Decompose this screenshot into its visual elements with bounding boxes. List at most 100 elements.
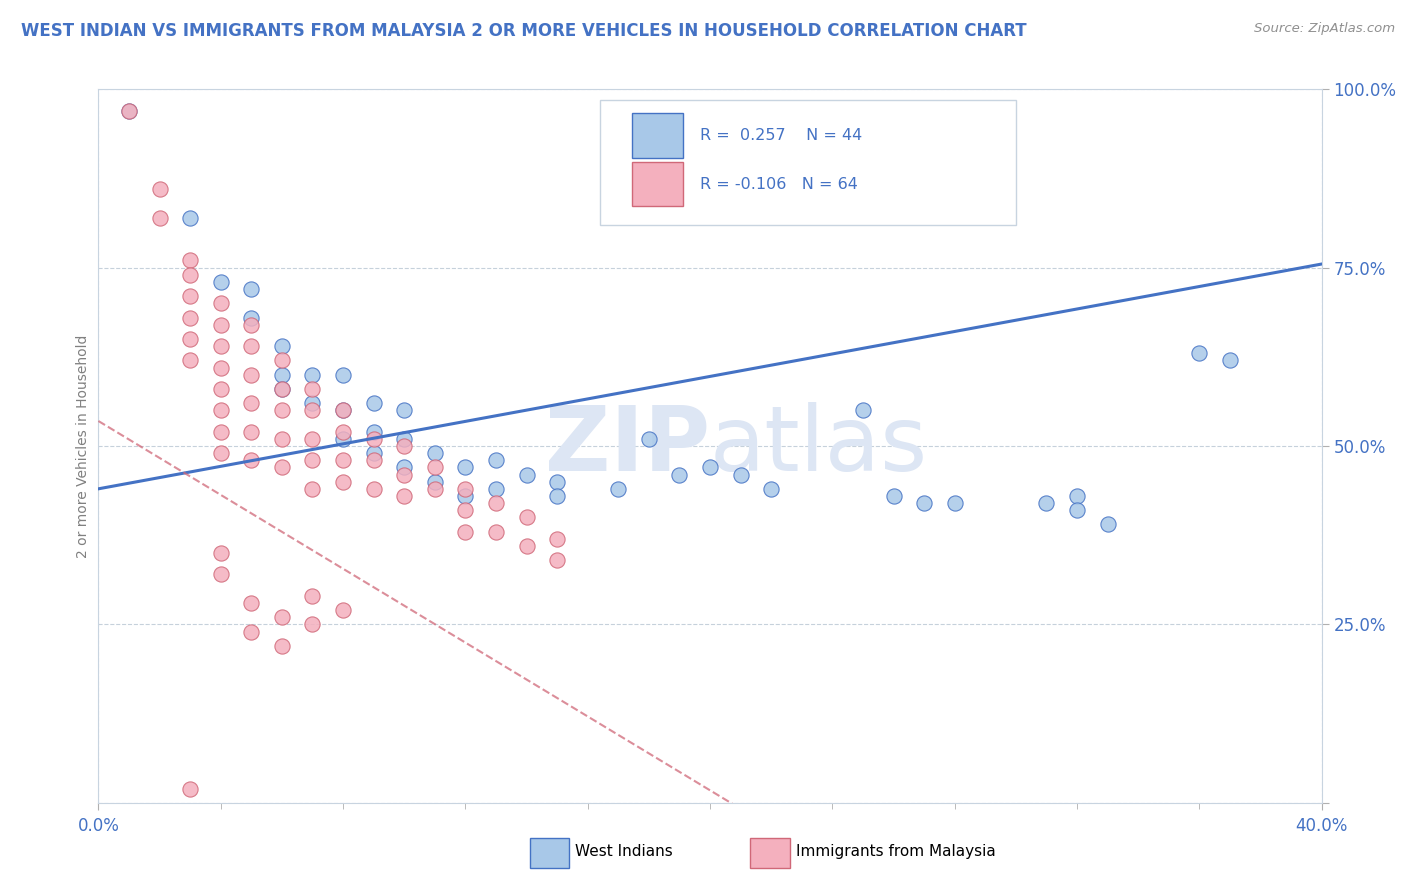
Point (1066, 489, 1088, 503)
Point (209, 382, 232, 396)
Point (363, 482, 385, 496)
Point (485, 482, 508, 496)
Text: Source: ZipAtlas.com: Source: ZipAtlas.com (1254, 22, 1395, 36)
Text: R =  0.257    N = 44: R = 0.257 N = 44 (700, 128, 862, 143)
Point (332, 432, 354, 446)
Point (118, 103, 141, 118)
Point (454, 460, 477, 475)
Point (392, 403, 416, 417)
Point (149, 211, 172, 225)
Point (270, 639, 292, 653)
Point (301, 368, 323, 382)
Point (759, 482, 782, 496)
Point (363, 446, 385, 460)
Point (852, 403, 875, 417)
Point (179, 268, 201, 282)
Point (1219, 353, 1241, 368)
Point (301, 589, 323, 603)
Point (454, 503, 477, 517)
Point (240, 282, 263, 296)
Point (454, 489, 477, 503)
Point (240, 624, 263, 639)
Text: ZIP: ZIP (546, 402, 710, 490)
Point (240, 425, 263, 439)
Y-axis label: 2 or more Vehicles in Household: 2 or more Vehicles in Household (76, 334, 90, 558)
Point (423, 482, 446, 496)
Point (392, 489, 416, 503)
Point (118, 103, 141, 118)
Point (332, 425, 354, 439)
Point (332, 403, 354, 417)
Point (363, 432, 385, 446)
Point (363, 396, 385, 410)
Point (301, 453, 323, 467)
FancyBboxPatch shape (530, 838, 569, 869)
Point (332, 603, 354, 617)
Point (363, 453, 385, 467)
Point (516, 539, 538, 553)
Point (179, 781, 201, 796)
Point (179, 253, 201, 268)
Point (209, 275, 232, 289)
Point (301, 403, 323, 417)
Text: WEST INDIAN VS IMMIGRANTS FROM MALAYSIA 2 OR MORE VEHICLES IN HOUSEHOLD CORRELAT: WEST INDIAN VS IMMIGRANTS FROM MALAYSIA … (21, 22, 1026, 40)
Point (209, 403, 232, 417)
Point (730, 467, 752, 482)
Point (240, 318, 263, 332)
Point (546, 489, 568, 503)
Point (240, 310, 263, 325)
Point (423, 460, 446, 475)
Point (607, 482, 630, 496)
Point (179, 211, 201, 225)
Point (270, 382, 292, 396)
Point (209, 296, 232, 310)
Point (179, 353, 201, 368)
Point (149, 182, 172, 196)
Point (301, 482, 323, 496)
Text: atlas: atlas (710, 402, 928, 490)
FancyBboxPatch shape (751, 838, 790, 869)
Point (699, 460, 721, 475)
Point (454, 524, 477, 539)
Point (1035, 496, 1057, 510)
Point (423, 475, 446, 489)
Point (1188, 346, 1211, 360)
Point (546, 475, 568, 489)
Point (546, 532, 568, 546)
Point (209, 546, 232, 560)
Point (240, 396, 263, 410)
Point (270, 382, 292, 396)
Point (270, 339, 292, 353)
Point (883, 489, 905, 503)
Point (516, 510, 538, 524)
Point (270, 403, 292, 417)
Text: West Indians: West Indians (575, 844, 673, 859)
FancyBboxPatch shape (631, 113, 683, 158)
Point (209, 318, 232, 332)
Point (516, 467, 538, 482)
Point (179, 332, 201, 346)
Point (485, 453, 508, 467)
Point (485, 524, 508, 539)
Point (332, 475, 354, 489)
Point (209, 425, 232, 439)
Point (179, 289, 201, 303)
Point (943, 496, 966, 510)
Point (179, 310, 201, 325)
Point (668, 467, 690, 482)
Point (546, 553, 568, 567)
Point (301, 617, 323, 632)
Point (332, 453, 354, 467)
Point (301, 432, 323, 446)
Point (209, 360, 232, 375)
Point (363, 425, 385, 439)
Point (240, 453, 263, 467)
Point (209, 339, 232, 353)
Point (485, 496, 508, 510)
Point (912, 496, 935, 510)
Text: R = -0.106   N = 64: R = -0.106 N = 64 (700, 177, 858, 192)
Point (332, 403, 354, 417)
Point (332, 368, 354, 382)
Point (423, 446, 446, 460)
Point (270, 460, 292, 475)
